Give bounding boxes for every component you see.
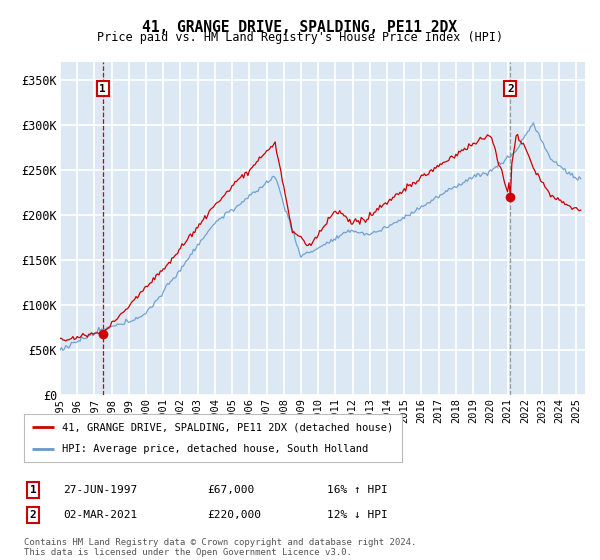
Text: 12% ↓ HPI: 12% ↓ HPI — [327, 510, 388, 520]
Text: 2: 2 — [507, 83, 514, 94]
Text: HPI: Average price, detached house, South Holland: HPI: Average price, detached house, Sout… — [62, 444, 368, 454]
Text: 16% ↑ HPI: 16% ↑ HPI — [327, 485, 388, 495]
Text: £67,000: £67,000 — [207, 485, 254, 495]
Text: 41, GRANGE DRIVE, SPALDING, PE11 2DX (detached house): 41, GRANGE DRIVE, SPALDING, PE11 2DX (de… — [62, 422, 393, 432]
Text: 1: 1 — [29, 485, 37, 495]
Text: Contains HM Land Registry data © Crown copyright and database right 2024.
This d: Contains HM Land Registry data © Crown c… — [24, 538, 416, 557]
Text: 41, GRANGE DRIVE, SPALDING, PE11 2DX: 41, GRANGE DRIVE, SPALDING, PE11 2DX — [143, 20, 458, 35]
Text: 1: 1 — [100, 83, 106, 94]
Text: 27-JUN-1997: 27-JUN-1997 — [63, 485, 137, 495]
Text: £220,000: £220,000 — [207, 510, 261, 520]
Text: 02-MAR-2021: 02-MAR-2021 — [63, 510, 137, 520]
Text: Price paid vs. HM Land Registry's House Price Index (HPI): Price paid vs. HM Land Registry's House … — [97, 31, 503, 44]
Text: 2: 2 — [29, 510, 37, 520]
